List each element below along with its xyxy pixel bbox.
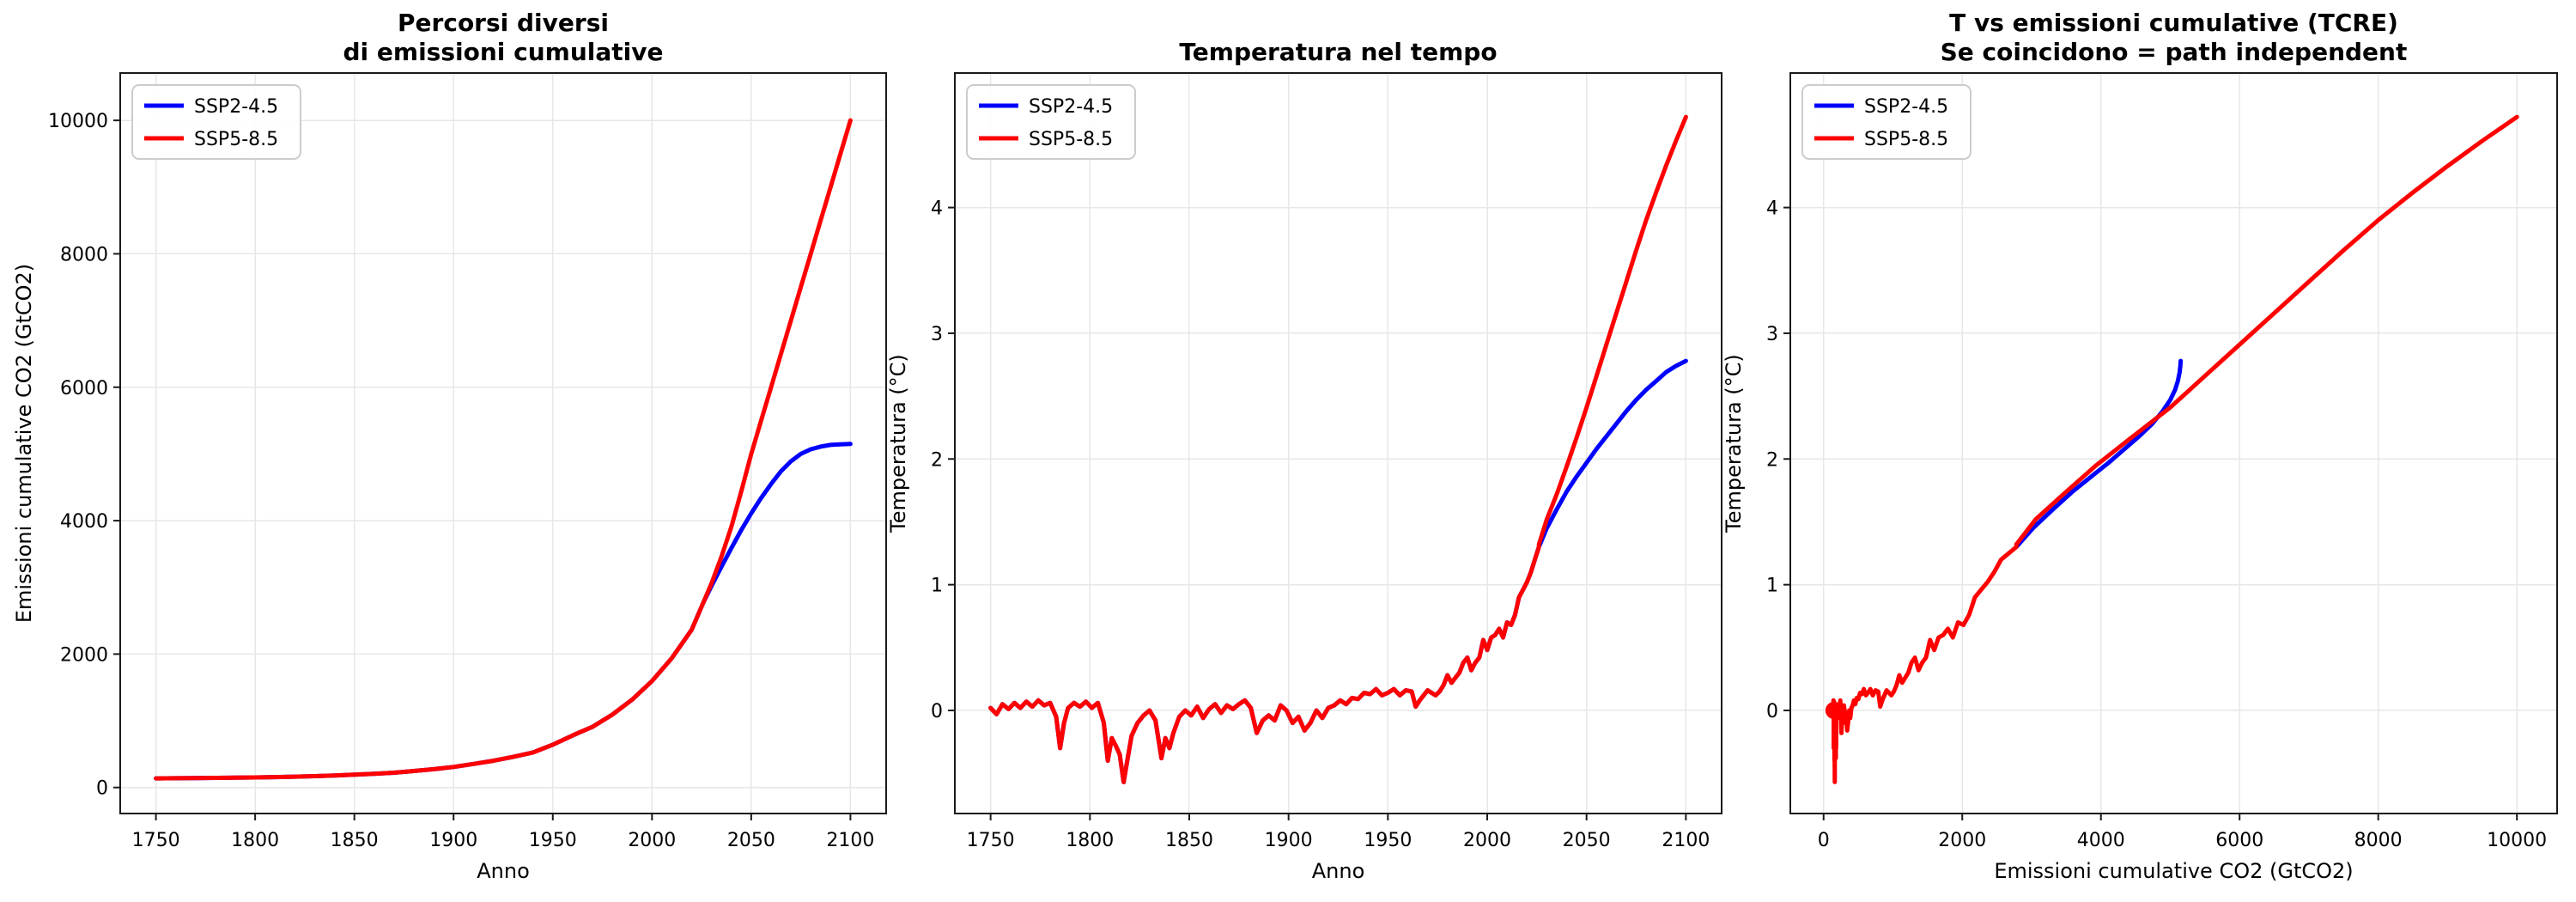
y-tick-label: 1 bbox=[1766, 576, 1778, 597]
legend-label-SSP5-8.5: SSP5-8.5 bbox=[1864, 129, 1948, 150]
chart-title-line: Temperatura nel tempo bbox=[1179, 38, 1497, 66]
x-tick-label: 2100 bbox=[826, 830, 874, 851]
y-tick-label: 8000 bbox=[60, 244, 108, 265]
tick-marks bbox=[948, 206, 1687, 820]
x-tick-label: 2050 bbox=[727, 830, 775, 851]
x-tick-label: 1900 bbox=[1265, 830, 1313, 851]
chart-temperature-vs-cumulative-emissions: 0 2000 4000 6000 8000 10000 0 1 2 3 4 Emissioni cum… bbox=[1722, 9, 2558, 883]
y-tick-label: 4 bbox=[931, 198, 943, 220]
y-tick-label: 2000 bbox=[60, 644, 108, 666]
legend-label-SSP2-4.5: SSP2-4.5 bbox=[194, 96, 278, 118]
x-tick-label: 1750 bbox=[967, 830, 1015, 851]
x-tick-label: 1750 bbox=[132, 830, 180, 851]
y-axis-label: Emissioni cumulative CO2 (GtCO2) bbox=[12, 264, 36, 623]
series-line-SSP5-8.5 bbox=[988, 114, 1688, 784]
x-tick-label: 2000 bbox=[628, 830, 676, 851]
x-tick-label: 8000 bbox=[2354, 830, 2403, 851]
y-tick-label: 3 bbox=[931, 324, 943, 345]
y-tick-label: 4000 bbox=[60, 511, 108, 533]
legend-label-SSP2-4.5: SSP2-4.5 bbox=[1864, 96, 1948, 118]
y-tick-label: 10000 bbox=[48, 111, 108, 132]
y-tick-label: 2 bbox=[931, 449, 943, 471]
tick-marks bbox=[113, 119, 852, 820]
chart-title-line: T vs emissioni cumulative (TCRE) bbox=[1949, 9, 2398, 37]
y-tick-label: 4 bbox=[1766, 198, 1778, 220]
x-tick-label: 1850 bbox=[1165, 830, 1213, 851]
series-line-SSP2-4.5 bbox=[2014, 358, 2184, 550]
x-tick-label: 1800 bbox=[1066, 830, 1114, 851]
x-tick-label: 1950 bbox=[1364, 830, 1412, 851]
x-tick-label: 1950 bbox=[529, 830, 577, 851]
x-tick-label: 10000 bbox=[2487, 830, 2547, 851]
legend: SSP2-4.5 SSP5-8.5 bbox=[131, 84, 301, 160]
tick-marks bbox=[1783, 206, 2518, 820]
chart-temperature-vs-year: 1750 1800 1850 1900 1950 2000 2050 2100 0 1 2 3 4 Ann… bbox=[886, 38, 1722, 883]
y-tick-label: 1 bbox=[931, 576, 943, 597]
x-axis-label: Anno bbox=[1312, 859, 1365, 883]
legend-label-SSP5-8.5: SSP5-8.5 bbox=[1029, 129, 1113, 150]
x-tick-label: 2000 bbox=[1938, 830, 1986, 851]
gridlines bbox=[120, 73, 886, 814]
y-tick-label: 0 bbox=[931, 701, 943, 722]
y-tick-label: 3 bbox=[1766, 324, 1778, 345]
x-axis-label: Anno bbox=[477, 859, 530, 883]
legend-label-SSP2-4.5: SSP2-4.5 bbox=[1029, 96, 1113, 118]
axes-frame bbox=[1789, 72, 2558, 814]
x-tick-label: 1900 bbox=[429, 830, 477, 851]
axes-frame bbox=[119, 72, 887, 814]
legend-label-SSP5-8.5: SSP5-8.5 bbox=[194, 129, 278, 150]
x-tick-label: 2000 bbox=[1463, 830, 1511, 851]
series-line-SSP5-8.5 bbox=[154, 118, 853, 781]
y-tick-label: 6000 bbox=[60, 378, 108, 399]
legend: SSP2-4.5 SSP5-8.5 bbox=[966, 84, 1136, 160]
x-tick-label: 2050 bbox=[1563, 830, 1611, 851]
chart-title-line: Percorsi diversi bbox=[398, 9, 609, 37]
chart-title-line: di emissioni cumulative bbox=[343, 38, 664, 66]
chart-title-line: Se coincidono = path independent bbox=[1941, 38, 2408, 66]
x-tick-label: 1800 bbox=[231, 830, 279, 851]
gridlines bbox=[955, 73, 1722, 814]
y-axis-label: Temperatura (°C) bbox=[1722, 354, 1746, 533]
chart-emissions-vs-year: 1750 1800 1850 1900 1950 2000 2050 2100 0 2000 400… bbox=[12, 9, 887, 883]
y-tick-label: 0 bbox=[1766, 701, 1778, 722]
y-axis-label: Temperatura (°C) bbox=[886, 354, 910, 533]
x-tick-label: 2100 bbox=[1662, 830, 1710, 851]
x-tick-label: 6000 bbox=[2215, 830, 2263, 851]
gridlines bbox=[1790, 73, 2557, 814]
series-line-SSP5-8.5 bbox=[1831, 114, 2519, 784]
x-axis-label: Emissioni cumulative CO2 (GtCO2) bbox=[1994, 859, 2353, 883]
legend: SSP2-4.5 SSP5-8.5 bbox=[1801, 84, 1971, 160]
axes-frame bbox=[954, 72, 1722, 814]
x-tick-label: 4000 bbox=[2077, 830, 2125, 851]
x-tick-label: 0 bbox=[1818, 830, 1830, 851]
start-point-marker bbox=[1825, 701, 1843, 719]
x-tick-label: 1850 bbox=[331, 830, 379, 851]
y-tick-label: 2 bbox=[1766, 449, 1778, 471]
y-tick-label: 0 bbox=[96, 778, 108, 800]
